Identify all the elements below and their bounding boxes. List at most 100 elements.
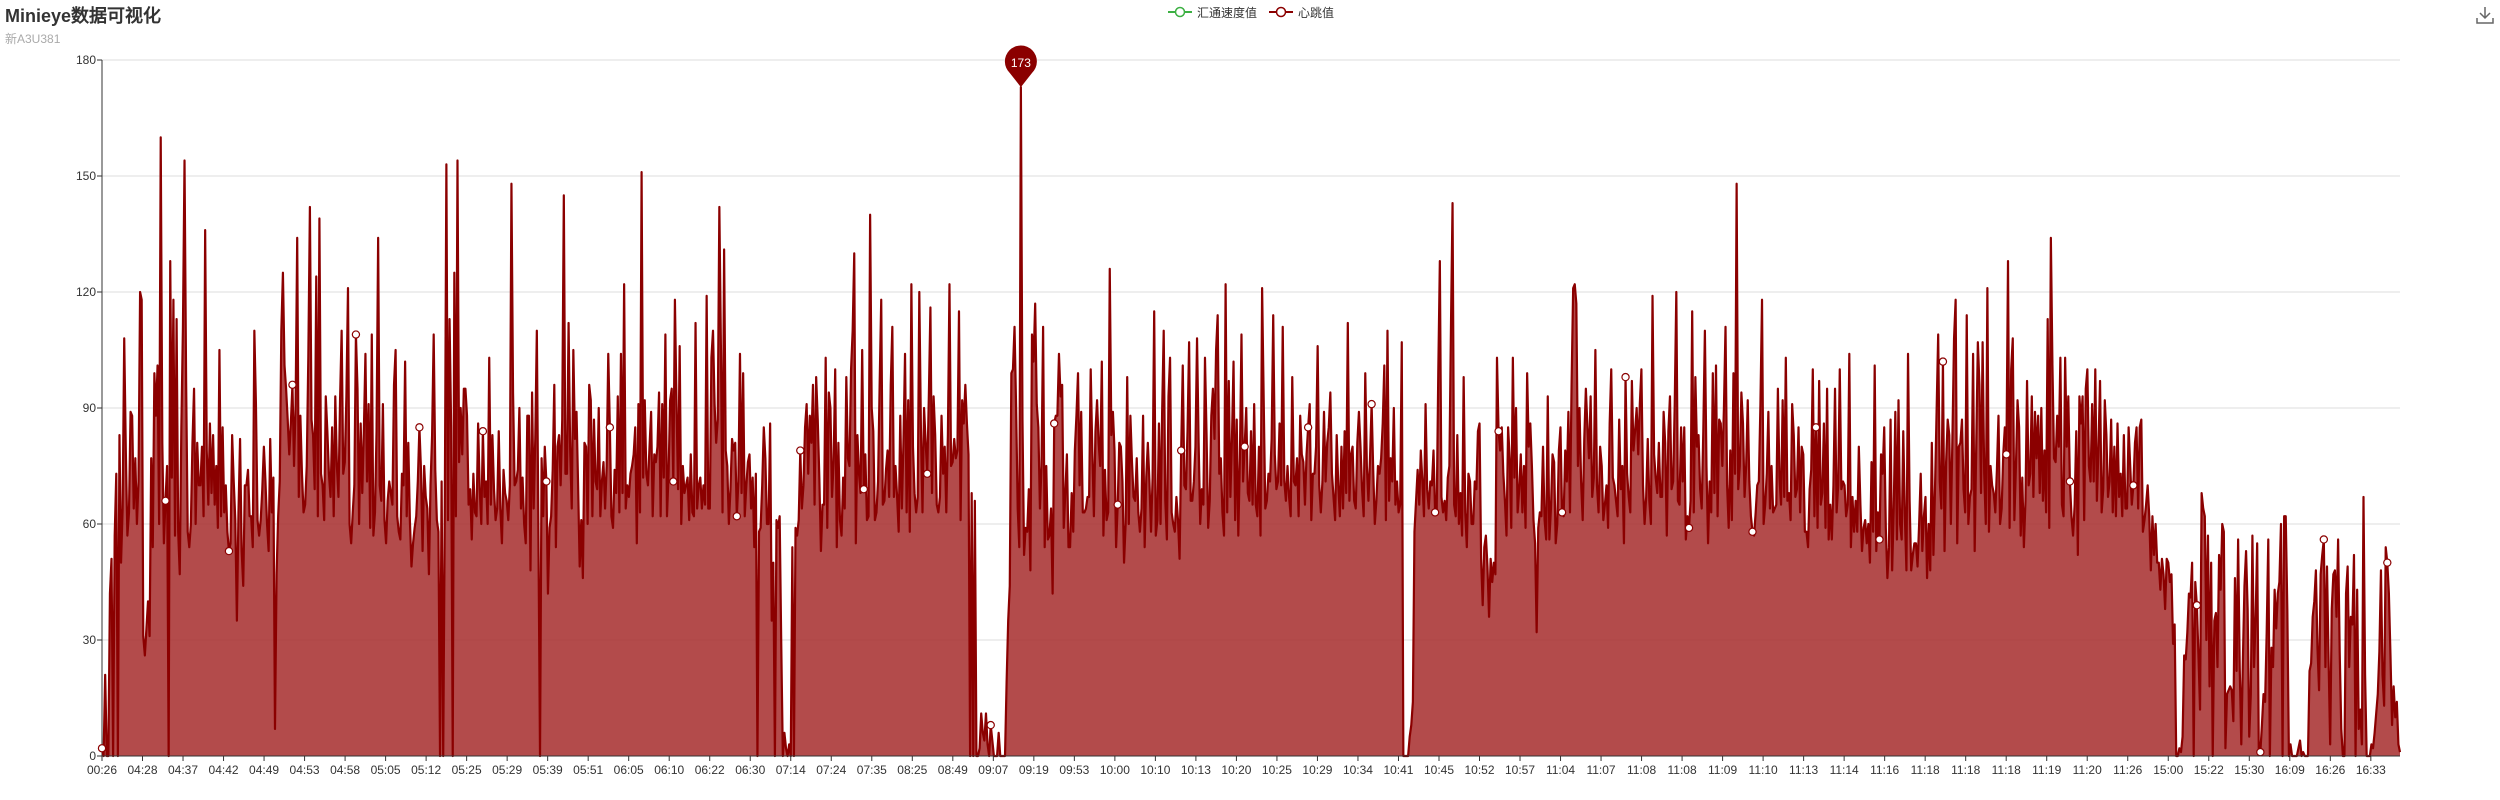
x-tick-label: 06:10	[654, 763, 684, 777]
series-point	[2002, 450, 2011, 459]
download-icon[interactable]	[2474, 4, 2496, 26]
x-tick-label: 15:22	[2194, 763, 2224, 777]
x-tick-label: 11:09	[1708, 763, 1737, 777]
series-point	[2319, 535, 2329, 544]
series-point	[605, 423, 615, 432]
x-tick-label: 05:25	[452, 763, 482, 777]
series-point	[1684, 523, 1694, 533]
x-tick-label: 11:10	[1749, 763, 1778, 777]
x-tick-label: 05:39	[533, 763, 563, 777]
x-tick-label: 10:20	[1221, 763, 1251, 777]
series-point	[732, 512, 742, 521]
y-tick-label: 180	[76, 53, 96, 67]
x-tick-label: 06:05	[614, 763, 644, 777]
x-tick-label: 11:08	[1627, 763, 1656, 777]
x-tick-label: 11:18	[1911, 763, 1940, 777]
x-tick-label: 04:28	[127, 763, 157, 777]
x-tick-label: 05:51	[573, 763, 603, 777]
x-tick-label: 05:05	[371, 763, 401, 777]
series-point	[669, 477, 678, 486]
series-point	[224, 546, 234, 556]
x-tick-label: 04:42	[209, 763, 239, 777]
chart-legend: 汇通速度值 心跳值	[1168, 2, 1334, 22]
series-point	[1811, 423, 1821, 432]
series-point	[796, 446, 805, 455]
y-tick-label: 60	[83, 517, 97, 531]
series-points	[97, 330, 2392, 757]
x-tick-label: 11:08	[1668, 763, 1697, 777]
x-tick-label: 16:09	[2275, 763, 2305, 777]
x-tick-label: 10:52	[1464, 763, 1494, 777]
series-point	[1748, 527, 1757, 536]
x-tick-label: 11:16	[1870, 763, 1899, 777]
series-point	[351, 330, 361, 339]
x-tick-label: 10:13	[1181, 763, 1211, 777]
x-tick-label: 10:45	[1424, 763, 1454, 777]
x-tick-label: 16:26	[2315, 763, 2345, 777]
series-point	[1557, 508, 1567, 517]
x-tick-label: 10:34	[1343, 763, 1373, 777]
series-point	[1176, 446, 1186, 455]
x-tick-label: 10:57	[1505, 763, 1535, 777]
legend-line-circle-icon	[1269, 6, 1294, 18]
series-point	[288, 380, 297, 389]
x-tick-label: 04:53	[290, 763, 320, 777]
x-tick-label: 07:35	[857, 763, 887, 777]
x-tick-label: 09:19	[1019, 763, 1049, 777]
series-point	[97, 744, 107, 753]
x-tick-label: 05:29	[492, 763, 522, 777]
x-tick-label: 07:14	[776, 763, 806, 777]
series-point	[2383, 558, 2392, 567]
series-point	[1240, 442, 1249, 451]
y-tick-label: 120	[76, 285, 96, 299]
series-point	[161, 496, 170, 505]
x-tick-label: 04:58	[330, 763, 360, 777]
x-tick-label: 08:25	[897, 763, 927, 777]
legend-label-speed: 汇通速度值	[1197, 5, 1258, 20]
series-point	[1303, 423, 1313, 432]
series-line	[100, 85, 2402, 758]
series-point	[1621, 372, 1630, 382]
series-point	[1367, 399, 1376, 409]
series-point	[542, 477, 551, 486]
max-marker-label: 173	[1011, 56, 1031, 70]
series-point	[1875, 535, 1884, 544]
series-point	[2129, 481, 2138, 490]
series-point	[2256, 747, 2265, 757]
series-point	[2192, 601, 2202, 610]
series-point	[1430, 508, 1440, 517]
x-tick-label: 09:07	[978, 763, 1008, 777]
page-subtitle: 新A3U381	[5, 32, 61, 46]
x-tick-label: 11:07	[1586, 763, 1615, 777]
series-point	[1113, 500, 1122, 509]
page-title: Minieye数据可视化	[5, 6, 162, 26]
x-tick-label: 11:04	[1546, 763, 1575, 777]
legend-item-speed[interactable]: 汇通速度值	[1168, 4, 1257, 21]
y-tick-label: 90	[83, 401, 97, 415]
x-tick-label: 10:25	[1262, 763, 1292, 777]
x-tick-label: 16:33	[2356, 763, 2386, 777]
series-point	[415, 423, 424, 432]
x-tick-label: 07:24	[816, 763, 846, 777]
series-point	[1050, 419, 1059, 428]
x-tick-label: 05:12	[411, 763, 441, 777]
x-tick-label: 00:26	[87, 763, 117, 777]
legend-item-heartbeat[interactable]: 心跳值	[1269, 4, 1334, 21]
x-tick-label: 11:13	[1789, 763, 1818, 777]
x-tick-label: 11:19	[2032, 763, 2061, 777]
legend-line-circle-icon	[1168, 6, 1192, 18]
legend-label-heartbeat: 心跳值	[1298, 5, 1335, 20]
x-tick-label: 06:22	[695, 763, 725, 777]
x-tick-label: 10:41	[1383, 763, 1413, 777]
y-tick-label: 0	[89, 749, 96, 763]
x-tick-label: 11:20	[2073, 763, 2102, 777]
series-point	[2065, 477, 2075, 486]
x-tick-label: 11:26	[2113, 763, 2142, 777]
x-tick-label: 04:37	[168, 763, 198, 777]
x-tick-label: 15:30	[2234, 763, 2264, 777]
x-tick-label: 10:00	[1100, 763, 1130, 777]
x-tick-label: 10:29	[1302, 763, 1332, 777]
x-tick-label: 11:14	[1830, 763, 1859, 777]
x-tick-label: 04:49	[249, 763, 279, 777]
